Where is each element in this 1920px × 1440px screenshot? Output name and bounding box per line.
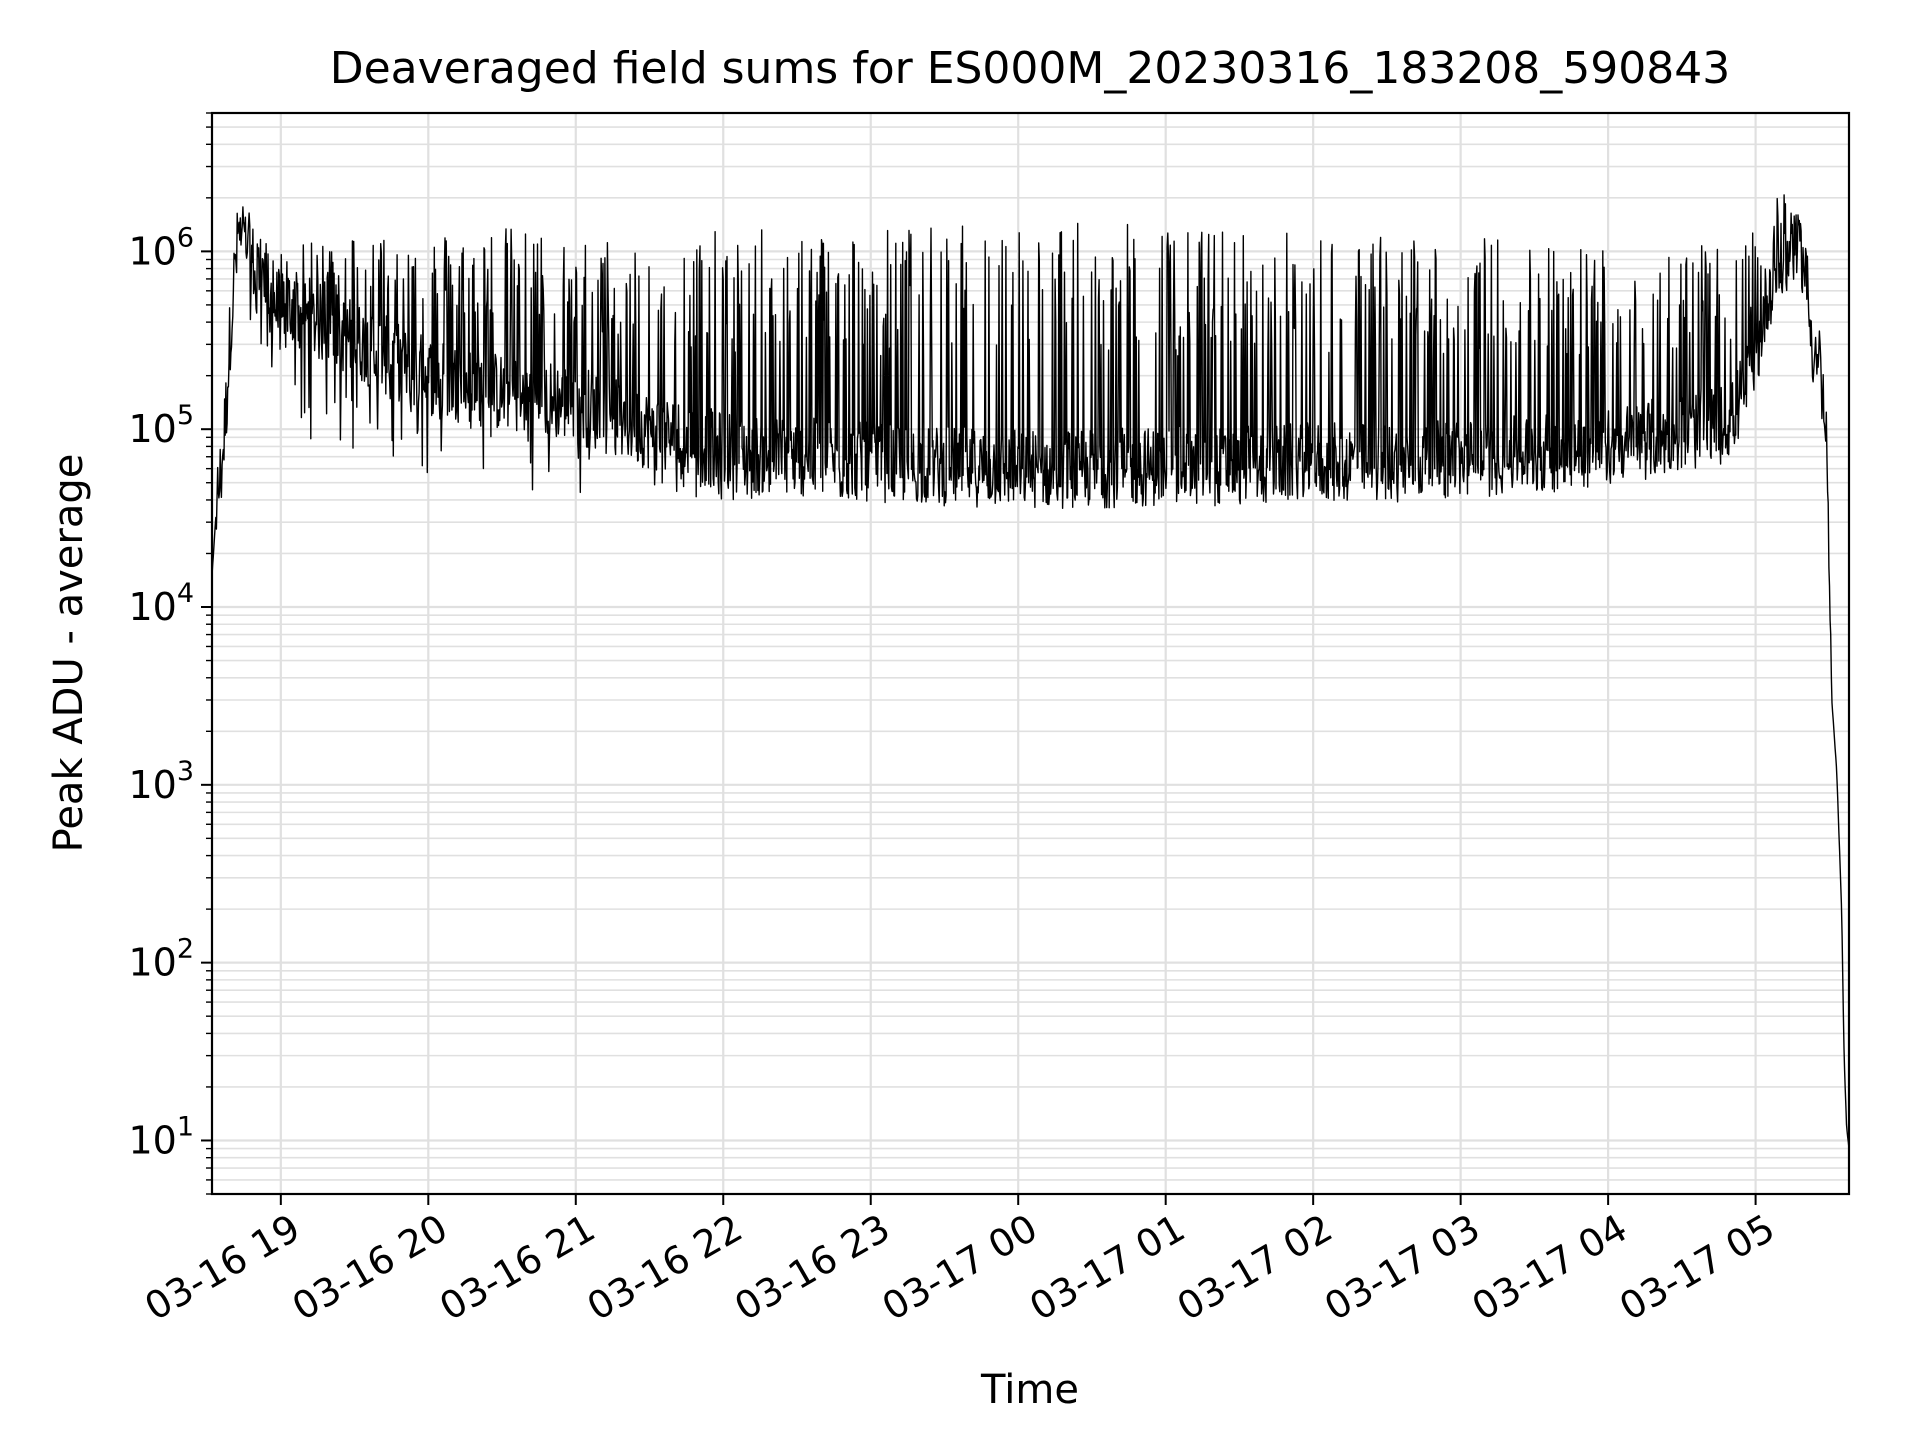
- chart-title: Deaveraged field sums for ES000M_2023031…: [330, 43, 1731, 94]
- y-axis-label: Peak ADU - average: [46, 454, 92, 853]
- plot-frame: [210, 111, 1851, 1196]
- x-axis-label: Time: [980, 1367, 1079, 1413]
- series-line: [211, 194, 1850, 1149]
- data-series: [211, 194, 1850, 1149]
- y-tick-label: 101: [128, 1111, 194, 1162]
